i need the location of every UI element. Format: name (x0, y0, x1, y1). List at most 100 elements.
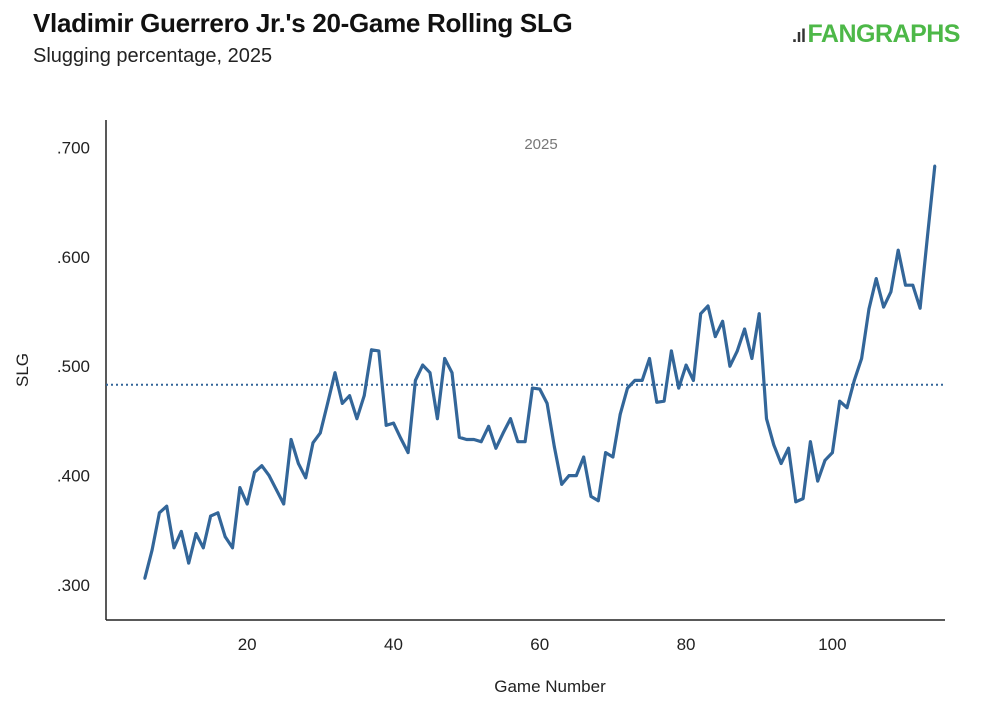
data-point (435, 417, 439, 421)
data-point (238, 486, 242, 490)
data-point (318, 431, 322, 435)
data-point (794, 500, 798, 504)
data-point (633, 378, 637, 382)
data-point (545, 401, 549, 405)
data-point (582, 455, 586, 459)
data-point (187, 561, 191, 565)
data-point (399, 436, 403, 440)
y-tick-label: .600 (57, 248, 90, 267)
data-point (787, 446, 790, 450)
data-point (487, 424, 490, 428)
data-point (260, 464, 264, 468)
data-point (611, 455, 615, 459)
data-point (721, 319, 725, 323)
data-point (494, 446, 498, 450)
data-point (201, 546, 205, 550)
data-point (296, 462, 300, 465)
data-point (706, 304, 710, 308)
data-point (911, 283, 915, 287)
data-point (618, 412, 622, 416)
data-point (648, 357, 651, 360)
data-point (501, 431, 505, 435)
data-point (560, 482, 564, 486)
data-point (275, 488, 278, 492)
data-point (377, 349, 381, 353)
y-axis-title: SLG (13, 353, 32, 387)
y-tick-label: .300 (57, 576, 90, 595)
data-point (918, 306, 922, 310)
data-point (867, 307, 871, 311)
data-point (604, 451, 607, 455)
data-point (757, 312, 761, 316)
data-point (421, 363, 425, 367)
data-point (926, 235, 929, 239)
data-point (172, 546, 176, 550)
data-point (165, 504, 169, 508)
logo-text: FANGRAPHS (807, 20, 961, 48)
data-point (874, 277, 878, 281)
data-point (552, 445, 556, 449)
data-point (465, 438, 469, 441)
data-point (772, 443, 776, 447)
fangraphs-logo: .ılFANGRAPHS (792, 20, 960, 49)
x-tick-label: 20 (238, 635, 257, 654)
data-point (143, 577, 147, 580)
data-point (392, 421, 395, 425)
data-point (253, 470, 256, 474)
data-point (728, 364, 732, 368)
data-point (304, 476, 308, 480)
year-annotation: 2025 (524, 136, 557, 153)
data-point (904, 283, 907, 287)
data-point (311, 441, 315, 445)
data-point (355, 417, 359, 421)
data-point (670, 349, 673, 353)
data-point (267, 474, 271, 477)
x-tick-label: 40 (384, 635, 403, 654)
data-point (574, 474, 578, 477)
x-axis-title: Game Number (494, 677, 606, 696)
data-point (713, 335, 717, 339)
data-point (289, 438, 293, 441)
data-point (809, 440, 812, 444)
data-point (428, 371, 432, 375)
data-point (157, 511, 161, 515)
data-point (472, 438, 476, 441)
data-point (655, 400, 659, 404)
data-point (889, 290, 893, 294)
data-point (209, 514, 213, 518)
data-point (830, 451, 834, 455)
data-point (691, 378, 695, 382)
data-point (699, 312, 703, 316)
batter-icon: .ıl (792, 26, 806, 46)
data-point (589, 494, 593, 498)
y-tick-label: .700 (57, 138, 90, 157)
data-point (816, 479, 820, 483)
data-point (216, 511, 220, 515)
data-point (735, 349, 739, 353)
data-point (406, 451, 410, 455)
data-point (245, 502, 249, 506)
data-point (150, 548, 154, 552)
data-point (450, 371, 454, 375)
data-point (852, 378, 856, 382)
data-point (677, 386, 681, 390)
data-point (750, 357, 754, 360)
data-point (443, 357, 447, 360)
data-point (509, 417, 512, 421)
data-point (801, 497, 805, 500)
data-point (860, 357, 864, 360)
data-point (223, 535, 227, 539)
data-point (896, 248, 900, 252)
data-point (516, 440, 520, 444)
data-point (362, 394, 366, 398)
y-tick-label: .500 (57, 357, 90, 376)
data-point (626, 386, 629, 390)
data-point (194, 532, 198, 535)
chart-title: Vladimir Guerrero Jr.'s 20-Game Rolling … (33, 8, 573, 38)
chart-subtitle: Slugging percentage, 2025 (33, 45, 273, 67)
data-point (882, 305, 885, 309)
data-point (743, 327, 746, 331)
x-tick-label: 100 (818, 635, 846, 654)
data-point (457, 435, 461, 439)
